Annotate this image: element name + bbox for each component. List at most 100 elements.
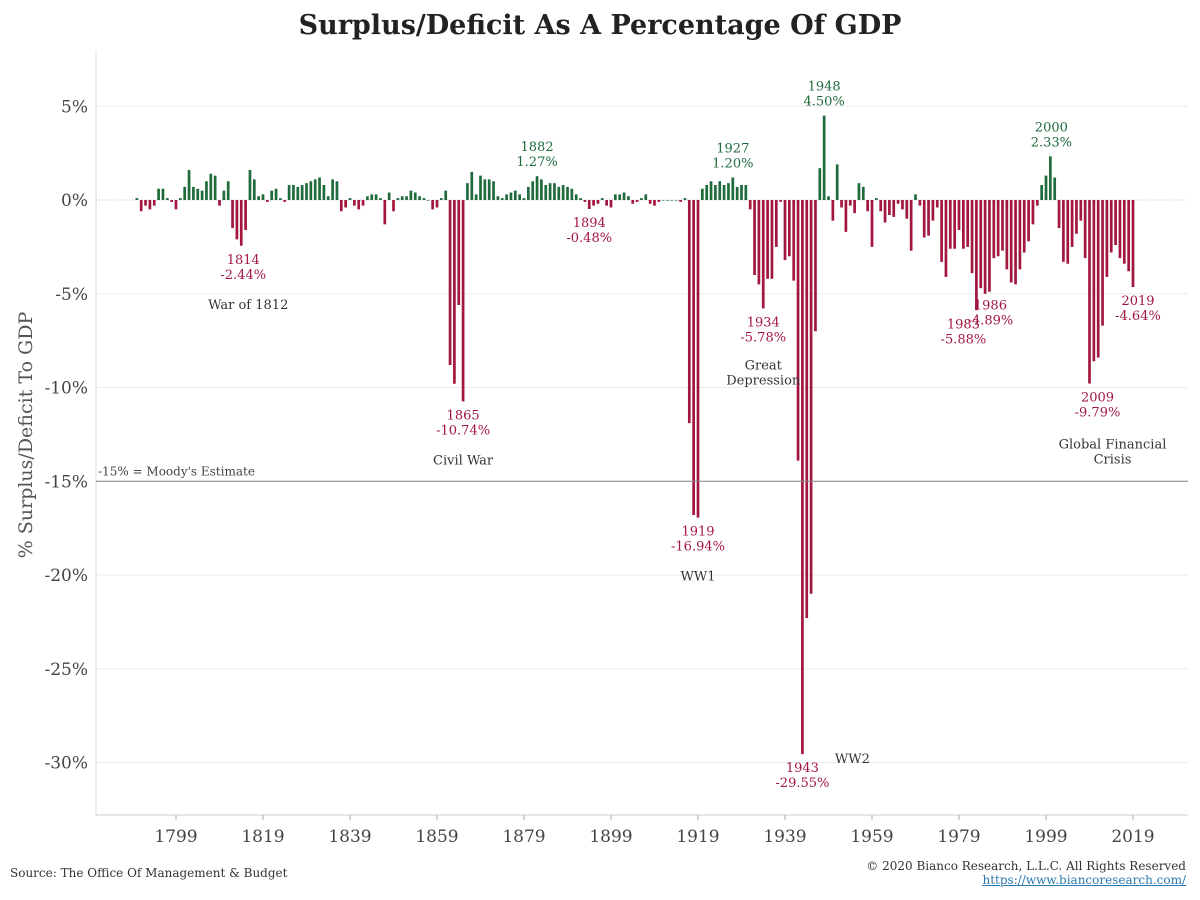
bar: [875, 198, 878, 201]
bar: [248, 170, 252, 200]
bar: [896, 200, 900, 204]
bar: [422, 198, 426, 201]
axes: [95, 50, 1188, 820]
bar: [1083, 200, 1087, 259]
annotation-event: War of 1812: [208, 298, 288, 313]
bar: [835, 164, 839, 201]
source-note: Source: The Office Of Management & Budge…: [10, 866, 288, 880]
annotation-year: 1986: [974, 299, 1007, 314]
bar: [492, 181, 495, 200]
bar: [918, 200, 922, 206]
y-axis-label: % Surplus/Deficit To GDP: [15, 312, 37, 559]
bar: [353, 200, 356, 206]
bar: [296, 186, 300, 201]
annotation-year: 1934: [747, 315, 780, 330]
bar: [1127, 200, 1130, 272]
bar: [1066, 200, 1070, 264]
annotation-event: Depression: [726, 373, 801, 388]
bar: [701, 188, 704, 200]
bar: [931, 200, 935, 221]
bar: [1018, 200, 1022, 270]
bar: [901, 200, 904, 210]
bar: [226, 181, 230, 200]
bar: [648, 200, 652, 204]
bar: [518, 194, 521, 201]
annotation-year: 1894: [573, 216, 606, 231]
bar: [827, 196, 830, 200]
annotation-value: -9.79%: [1075, 406, 1121, 421]
annotation-year: 1882: [521, 140, 554, 155]
bar: [983, 200, 987, 294]
bar: [500, 198, 504, 201]
bar: [892, 200, 896, 217]
x-tick-label: 1879: [502, 827, 545, 847]
bar: [714, 185, 717, 200]
bar: [683, 198, 687, 201]
bar: [600, 198, 604, 201]
annotation-year: 2009: [1081, 391, 1114, 406]
bar: [587, 200, 591, 209]
bar: [1101, 200, 1104, 326]
bar: [905, 200, 909, 219]
bar: [818, 168, 822, 201]
bar: [570, 188, 574, 200]
bar: [614, 194, 617, 201]
annotation-value: -4.64%: [1115, 309, 1161, 324]
bar: [1062, 200, 1065, 262]
bar: [553, 183, 556, 201]
bar: [979, 200, 983, 289]
bar: [135, 198, 139, 201]
bar: [922, 200, 926, 238]
annotation-value: -10.74%: [436, 423, 490, 438]
bar: [244, 200, 247, 230]
bar: [766, 200, 769, 279]
bar: [940, 200, 943, 262]
bar: [448, 200, 452, 365]
y-tick-label: -10%: [44, 379, 88, 399]
bar: [370, 194, 374, 201]
annotation-value: -16.94%: [671, 540, 725, 555]
bar: [927, 200, 930, 236]
bar: [474, 194, 478, 201]
bar: [757, 200, 761, 285]
bar: [426, 200, 430, 201]
bar: [1009, 200, 1013, 283]
bar: [1092, 200, 1096, 362]
website-link[interactable]: https://www.biancoresearch.com/: [982, 873, 1186, 887]
bar: [283, 200, 287, 202]
bar: [544, 185, 548, 200]
bar: [374, 194, 378, 201]
bar: [622, 192, 626, 200]
bar: [692, 200, 695, 515]
bar: [357, 200, 361, 210]
annotation-value: -5.88%: [941, 332, 987, 347]
bar: [609, 200, 613, 208]
bar: [727, 183, 730, 201]
bar: [744, 185, 748, 200]
bar: [975, 200, 978, 311]
annotation-event: Global Financial: [1059, 438, 1167, 453]
annotation-year: 1865: [447, 408, 480, 423]
bar: [709, 181, 713, 200]
bar: [331, 179, 334, 201]
bar: [957, 200, 961, 230]
bar: [866, 200, 869, 212]
annotation-value: 2.33%: [1031, 135, 1072, 150]
bar: [344, 200, 347, 208]
bar: [657, 200, 661, 202]
bar: [992, 200, 996, 259]
bar: [796, 200, 800, 461]
bar: [435, 200, 439, 208]
bar: [935, 200, 939, 208]
bar: [779, 200, 782, 202]
bar: [1096, 200, 1100, 358]
bar: [962, 200, 965, 249]
copyright-note: © 2020 Bianco Research, L.L.C. All Right…: [866, 859, 1186, 873]
bar: [1005, 200, 1009, 270]
annotations: 1814-2.44% War of 1812 1865-10.74% Civil Wa…: [208, 80, 1166, 791]
bar: [1105, 200, 1109, 277]
bar: [740, 185, 743, 200]
bar: [774, 200, 778, 247]
bar: [844, 200, 848, 232]
bar: [705, 185, 709, 200]
